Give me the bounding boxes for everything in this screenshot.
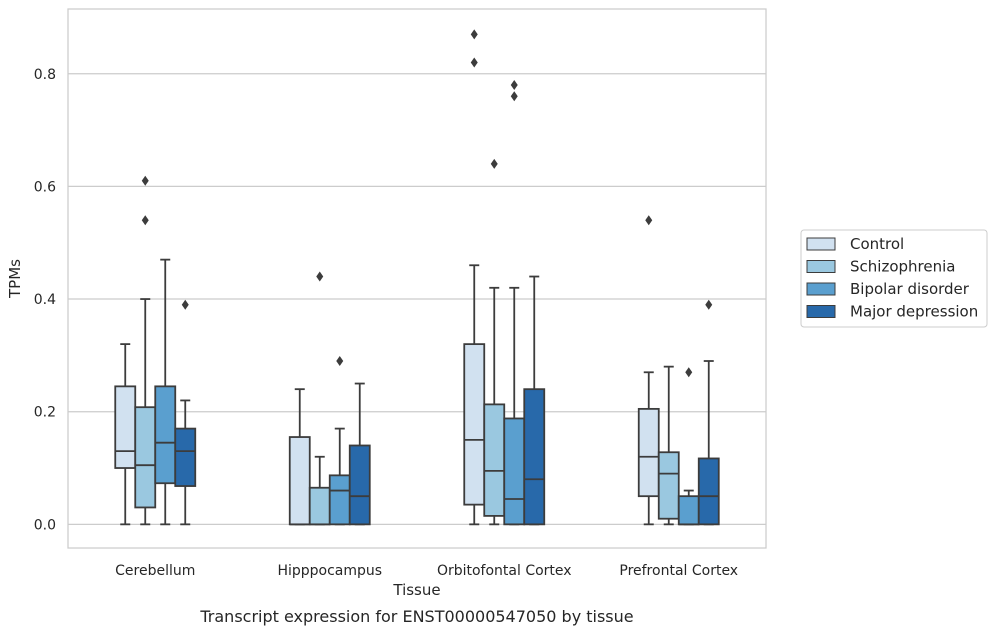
box-body	[503, 417, 526, 526]
legend-swatch	[806, 305, 836, 318]
box-body	[523, 388, 546, 526]
y-tick-label: 0.0	[34, 517, 56, 533]
box-major-depression	[523, 275, 546, 526]
box-major-depression	[697, 299, 720, 526]
y-axis-ticks: 0.0 0.2 0.4 0.6 0.8	[34, 67, 56, 534]
legend-frame	[800, 229, 988, 328]
legend: Control Schizophrenia Bipolar disorder Majo…	[800, 229, 988, 328]
box-bipolar-disorder	[503, 80, 526, 526]
box-control	[288, 388, 311, 526]
box-body	[657, 451, 680, 520]
y-tick-label: 0.6	[34, 179, 56, 195]
box-body	[677, 495, 700, 526]
box-major-depression	[174, 299, 197, 526]
chart-caption: Transcript expression for ENST0000054705…	[199, 607, 633, 626]
box-body	[463, 343, 486, 506]
outlier-marker	[141, 175, 149, 186]
box-body	[697, 457, 720, 526]
box-body	[328, 474, 351, 526]
outlier-marker	[490, 158, 498, 169]
box-bipolar-disorder	[677, 367, 700, 526]
outlier-marker	[141, 215, 149, 226]
box-body	[154, 385, 177, 485]
outlier-marker	[705, 299, 713, 310]
y-tick-label: 0.2	[34, 405, 56, 421]
outlier-marker	[181, 299, 189, 310]
box-body	[288, 436, 311, 526]
box-control	[637, 215, 660, 526]
legend-swatch	[806, 260, 836, 273]
x-tick-label: Cerebellum	[115, 563, 195, 579]
legend-label: Control	[850, 235, 904, 253]
legend-label: Schizophrenia	[850, 258, 955, 276]
legend-label: Major depression	[850, 303, 978, 321]
outlier-marker	[645, 215, 653, 226]
outlier-marker	[685, 367, 693, 378]
box-body	[637, 407, 660, 498]
box-body	[174, 427, 197, 487]
y-axis-label: TPMs	[6, 259, 24, 299]
outlier-marker	[336, 356, 344, 367]
outlier-marker	[470, 57, 478, 68]
box-body	[483, 403, 506, 517]
box-body	[308, 486, 331, 526]
box-groups	[114, 29, 720, 526]
x-axis-ticks: Cerebellum Hipppocampus Orbitofontal Corte…	[115, 563, 738, 579]
outlier-marker	[316, 271, 324, 282]
x-tick-label: Orbitofontal Cortex	[437, 563, 572, 579]
box-bipolar-disorder	[328, 356, 351, 526]
outlier-marker	[510, 91, 518, 102]
x-axis-label: Tissue	[392, 581, 440, 599]
legend-label: Bipolar disorder	[850, 280, 970, 298]
box-body	[114, 385, 137, 469]
x-tick-label: Prefrontal Cortex	[619, 563, 738, 579]
box-schizophrenia	[483, 158, 506, 526]
legend-swatch	[806, 237, 836, 251]
legend-swatch	[806, 282, 836, 296]
box-bipolar-disorder	[154, 258, 177, 526]
plot-frame	[67, 8, 767, 549]
box-control	[463, 29, 486, 526]
y-tick-label: 0.8	[34, 67, 56, 83]
box-body	[348, 444, 371, 526]
y-tick-label: 0.4	[34, 292, 56, 308]
box-body	[134, 406, 157, 509]
outlier-marker	[510, 80, 518, 91]
outlier-marker	[470, 29, 478, 40]
box-schizophrenia	[657, 365, 680, 526]
box-schizophrenia	[308, 271, 331, 526]
box-major-depression	[348, 382, 371, 526]
box-schizophrenia	[134, 175, 157, 526]
x-tick-label: Hipppocampus	[277, 563, 382, 579]
box-control	[114, 343, 137, 526]
